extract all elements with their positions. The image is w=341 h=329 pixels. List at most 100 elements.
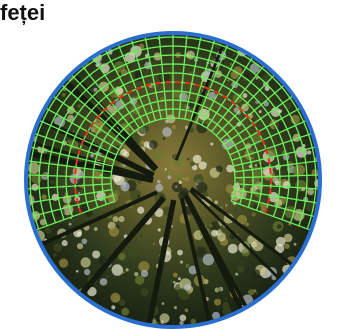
- leaf: [184, 125, 189, 130]
- leaf: [255, 292, 259, 295]
- leaf: [118, 299, 126, 307]
- grid-spoke: [30, 131, 115, 161]
- grid-spoke: [229, 118, 311, 156]
- leaf: [187, 157, 190, 161]
- leaf: [169, 279, 173, 283]
- grid-spoke: [26, 189, 112, 205]
- leaf: [237, 265, 245, 273]
- photo-border: [24, 31, 322, 329]
- leaf: [252, 269, 261, 278]
- leaf: [137, 206, 145, 214]
- leaf: [166, 161, 170, 165]
- branch: [26, 147, 154, 184]
- leaf: [274, 180, 280, 186]
- leaf: [185, 263, 190, 268]
- leaf: [125, 147, 131, 153]
- leaf: [123, 272, 127, 276]
- leaf: [251, 212, 256, 217]
- grid-spoke: [189, 35, 217, 121]
- leaf: [249, 63, 260, 74]
- grid-spoke: [234, 189, 320, 205]
- grid-spoke: [49, 93, 123, 145]
- grid-spoke: [35, 118, 117, 156]
- leaf: [307, 150, 312, 155]
- leaf: [293, 242, 297, 246]
- overlay-grid: [26, 33, 320, 232]
- grid-spoke: [195, 40, 230, 123]
- leaf: [275, 236, 286, 247]
- leaf: [216, 287, 222, 292]
- leaf: [155, 183, 164, 192]
- branch: [174, 33, 231, 161]
- leaf: [181, 177, 185, 181]
- leaf: [58, 258, 69, 268]
- leaf: [176, 174, 183, 181]
- leaf: [283, 233, 293, 243]
- leaf: [31, 183, 39, 191]
- leaf: [162, 137, 166, 140]
- leaf: [241, 103, 249, 112]
- leaf: [96, 184, 103, 191]
- leaf: [215, 165, 223, 173]
- leaf: [72, 130, 75, 133]
- leaf: [179, 260, 184, 264]
- branch: [189, 189, 291, 291]
- leaf: [81, 238, 88, 245]
- grid-spoke: [184, 33, 203, 120]
- leaf: [305, 153, 308, 156]
- leaf: [142, 61, 145, 65]
- leaf: [253, 289, 257, 293]
- leaf: [178, 288, 191, 301]
- foliage: [26, 33, 320, 327]
- leaf: [157, 228, 161, 232]
- grid-spoke: [103, 46, 145, 126]
- leaf: [179, 314, 187, 322]
- leaf: [66, 273, 77, 283]
- leaf: [137, 194, 141, 198]
- leaf: [222, 306, 232, 316]
- grid-spoke: [31, 200, 115, 232]
- leaf: [179, 320, 184, 326]
- leaf: [78, 191, 81, 195]
- leaf: [27, 162, 40, 175]
- leaf: [188, 265, 198, 275]
- grid-spoke: [26, 159, 112, 173]
- grid-spoke: [233, 145, 320, 167]
- leaf: [53, 243, 63, 253]
- leaf: [61, 92, 66, 97]
- leaf: [233, 208, 238, 212]
- leaf: [237, 214, 248, 225]
- branch: [183, 194, 250, 323]
- leaf: [224, 297, 228, 301]
- leaf: [148, 140, 158, 149]
- leaf: [211, 229, 219, 237]
- leaf: [177, 249, 183, 256]
- leaf: [167, 175, 172, 180]
- leaf: [161, 302, 165, 305]
- leaf: [44, 227, 52, 234]
- leaf: [158, 71, 170, 84]
- leaf: [87, 286, 97, 297]
- leaf: [258, 110, 262, 114]
- leaf: [177, 277, 181, 281]
- leaf: [103, 232, 109, 238]
- leaf: [141, 140, 145, 145]
- grid-spoke: [234, 183, 320, 190]
- leaf: [66, 106, 75, 115]
- leaf: [173, 306, 177, 310]
- leaf: [154, 150, 164, 160]
- leaf: [184, 308, 189, 313]
- leaf: [289, 146, 294, 151]
- leaf: [196, 122, 208, 134]
- grid-spoke: [234, 159, 320, 173]
- leaf: [191, 164, 198, 171]
- leaf: [138, 261, 150, 273]
- leaf: [307, 188, 315, 196]
- leaf: [107, 192, 119, 204]
- leaf: [76, 178, 84, 186]
- leaf: [140, 288, 149, 296]
- grid-spoke: [231, 131, 316, 161]
- leaf: [157, 179, 161, 184]
